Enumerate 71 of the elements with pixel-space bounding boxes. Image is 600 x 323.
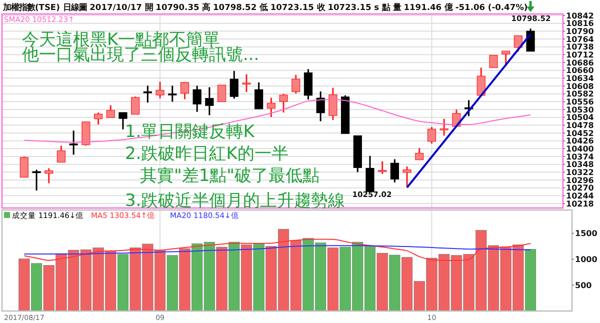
candlestick (476, 66, 486, 96)
candlestick (69, 130, 78, 156)
candlestick (316, 90, 325, 122)
y-tick-label: 1000 (575, 255, 598, 264)
y-tick-label: 10530 (566, 105, 594, 114)
candlestick (440, 118, 448, 136)
y-tick-label: 10660 (566, 66, 594, 76)
candlestick (94, 112, 103, 126)
y-tick-label: 500 (575, 280, 592, 290)
y-tick-label: 10478 (566, 120, 594, 130)
candlestick (378, 160, 387, 175)
candlestick (390, 158, 399, 184)
y-tick-label: 10348 (566, 160, 594, 170)
y-tick-label: 10426 (566, 136, 594, 146)
y-tick-label: 10374 (566, 152, 594, 162)
candlestick (402, 166, 412, 188)
y-tick-label: 10218 (566, 199, 594, 208)
line-series (24, 238, 532, 261)
y-tick-label: 10686 (566, 58, 594, 68)
y-tick-label: 10452 (566, 128, 594, 138)
candlestick (279, 93, 288, 114)
y-tick-label: 10296 (566, 176, 594, 185)
annotation: 2.跌破昨日紅K的一半 (125, 144, 288, 164)
candlestick (427, 126, 436, 144)
candlestick (217, 84, 226, 102)
y-tick-label: 10244 (566, 191, 594, 200)
candlestick (56, 144, 66, 163)
candlestick (254, 82, 264, 110)
y-tick-label: 10270 (566, 184, 594, 193)
candlestick (156, 81, 164, 100)
y-tick-label: 10816 (566, 19, 594, 28)
candlestick (526, 28, 535, 52)
candlestick (20, 156, 28, 178)
y-tick-label: 10712 (566, 50, 594, 60)
candlestick (292, 74, 300, 94)
y-tick-label: 10400 (566, 144, 594, 154)
candlestick (489, 54, 498, 68)
y-tick-label: 10634 (566, 74, 594, 83)
candlestick (230, 70, 238, 100)
candlestick (106, 104, 115, 118)
y-tick-label: 10582 (566, 90, 594, 99)
candlestick (366, 155, 374, 192)
y-tick-label: 1500 (575, 229, 598, 238)
candlestick (415, 147, 424, 161)
candlestick (514, 34, 522, 52)
y-tick-label: 10556 (566, 97, 594, 106)
candlestick (32, 168, 41, 192)
y-tick-label: 10504 (566, 113, 594, 122)
annotation: 3.跌破近半個月的上升趨勢線 (125, 191, 346, 211)
candlestick (266, 96, 276, 118)
candlestick (131, 96, 140, 116)
chart-title: 加權指數(TSE) 日線圖 2017/10/17 開 10790.35 高 10798.52 低 10723.15 收 10723.15 s 點 量 1191.46 億 -51.06 (-0.47%) (2, 2, 528, 12)
candlestick (205, 86, 214, 116)
candlestick (192, 84, 202, 113)
line-series (24, 245, 532, 255)
y-tick-label: 10764 (566, 34, 594, 44)
y-tick-label: 10608 (566, 82, 594, 91)
y-tick-label: 10322 (566, 168, 594, 177)
candlestick (168, 84, 177, 102)
candlestick (44, 167, 54, 184)
y-tick-label: 10790 (566, 26, 594, 36)
candlestick (242, 74, 251, 93)
candlestick (328, 87, 338, 121)
annotation: 其實"差1點"破了最低點 (140, 166, 320, 186)
y-tick-label: 10738 (566, 42, 594, 52)
candlestick (180, 82, 190, 100)
candlestick (304, 68, 313, 100)
candlestick (82, 121, 90, 146)
y-tick-label: 10842 (566, 11, 594, 20)
candlestick (502, 50, 510, 67)
candlestick (118, 112, 128, 130)
